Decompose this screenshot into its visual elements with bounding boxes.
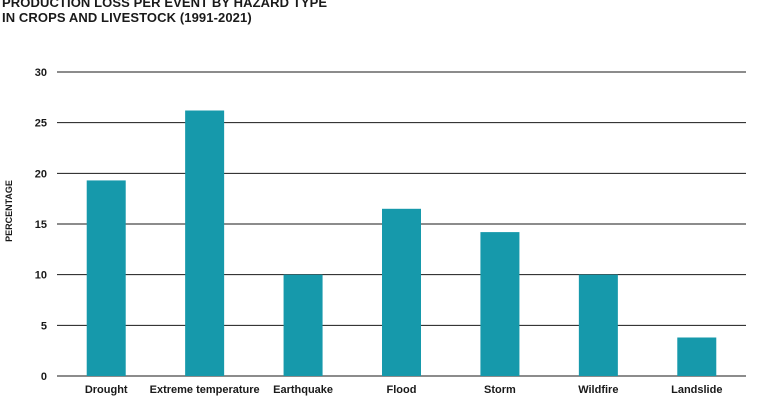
chart-title-line-2: IN CROPS AND LIVESTOCK (1991-2021) [2, 10, 252, 25]
category-label: Flood [387, 384, 417, 396]
y-axis-ticks: 0 5 10 15 20 25 30 [35, 67, 47, 383]
bar-wildfire [578, 274, 618, 376]
category-label: Wildfire [578, 384, 618, 396]
y-tick-label: 20 [35, 168, 47, 180]
bar-extreme-temperature [185, 110, 225, 377]
bar-landslide [677, 337, 717, 376]
y-tick-label: 15 [35, 219, 47, 231]
y-tick-label: 5 [41, 320, 47, 332]
y-axis-label: PERCENTAGE [4, 180, 14, 242]
y-tick-label: 10 [35, 270, 47, 282]
x-axis-categories: Drought Extreme temperature Earthquake Floo… [85, 384, 723, 396]
bar-flood [382, 208, 421, 376]
y-tick-label: 30 [35, 67, 47, 79]
bar-drought [86, 180, 126, 376]
y-tick-label: 0 [41, 371, 47, 383]
category-label: Extreme temperature [150, 384, 260, 396]
y-tick-label: 25 [35, 118, 47, 130]
chart-title: PRODUCTION LOSS PER EVENT BY HAZARD TYPE… [2, 0, 327, 25]
bar-storm [480, 232, 520, 376]
category-label: Storm [484, 384, 516, 396]
bars [86, 110, 717, 377]
category-label: Earthquake [273, 384, 333, 396]
bar-earthquake [283, 274, 323, 376]
chart-title-line-1: PRODUCTION LOSS PER EVENT BY HAZARD TYPE [2, 0, 328, 10]
category-label: Landslide [671, 384, 722, 396]
category-label: Drought [85, 384, 128, 396]
